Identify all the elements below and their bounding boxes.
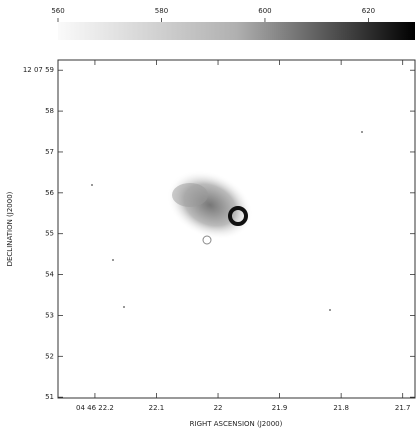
y-tick-label: 54 <box>45 271 54 279</box>
x-tick-label: 21.9 <box>272 404 288 412</box>
colorbar-tick-label: 580 <box>155 7 168 15</box>
x-axis-label: RIGHT ASCENSION (J2000) <box>190 420 283 428</box>
y-tick-label: 12 07 59 <box>23 66 54 74</box>
y-axis-label: DECLINATION (J2000) <box>6 191 14 266</box>
x-tick-label: 04 46 22.2 <box>76 404 114 412</box>
x-tick-label: 22 <box>214 404 223 412</box>
x-tick-label: 22.1 <box>149 404 165 412</box>
source-image <box>91 131 363 311</box>
x-tick-label: 21.8 <box>333 404 349 412</box>
y-tick-label: 56 <box>45 189 54 197</box>
y-tick-label: 52 <box>45 352 54 360</box>
colorbar-tick-label: 620 <box>362 7 375 15</box>
colorbar <box>58 22 415 40</box>
y-tick-label: 57 <box>45 148 54 156</box>
y-tick-label: 58 <box>45 107 54 115</box>
y-tick-label: 53 <box>45 311 54 319</box>
y-tick-label: 51 <box>45 393 54 401</box>
x-tick-label: 21.7 <box>395 404 411 412</box>
colorbar-tick-label: 600 <box>258 7 271 15</box>
y-tick-label: 55 <box>45 230 54 238</box>
colorbar-tick-label: 560 <box>51 7 64 15</box>
